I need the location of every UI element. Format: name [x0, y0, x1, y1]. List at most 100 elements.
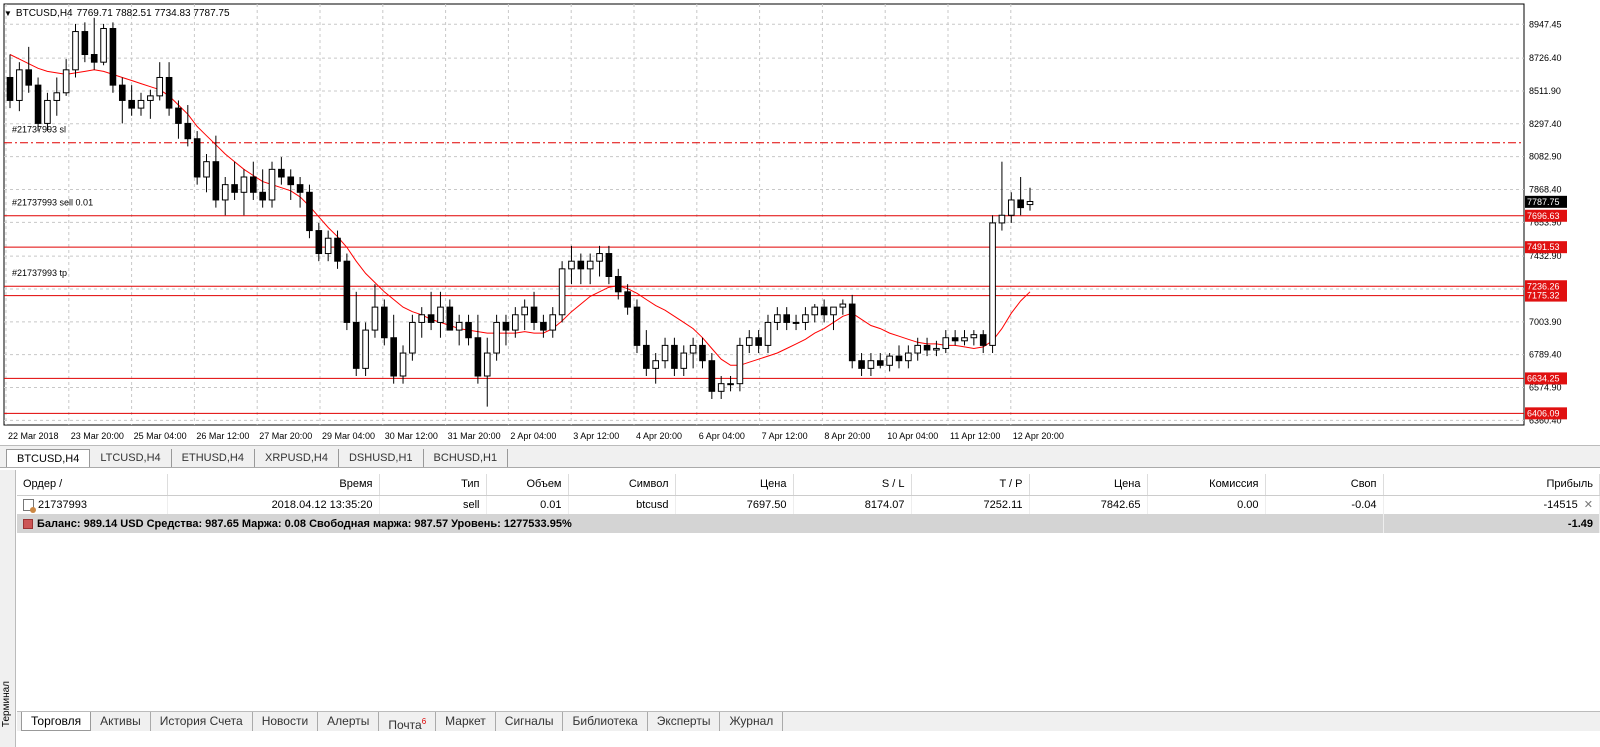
chart-tab-btcusd-h4[interactable]: BTCUSD,H4	[6, 449, 91, 467]
level-price-tag	[1525, 289, 1567, 302]
candle-body	[979, 334, 987, 346]
price-tick-label: 8726.40	[1529, 53, 1562, 63]
time-tick-label: 10 Apr 04:00	[887, 431, 938, 441]
time-tick-label: 2 Apr 04:00	[510, 431, 556, 441]
candle-body	[203, 161, 210, 178]
candle-body	[381, 306, 388, 339]
terminal-side-handle[interactable]: Терминал	[0, 470, 16, 747]
price-tick-label: 6360.40	[1529, 415, 1562, 425]
order-type: sell	[379, 495, 487, 514]
level-price-tag	[1525, 407, 1567, 420]
col-volume[interactable]: Объем	[486, 474, 569, 496]
candle-body	[970, 334, 978, 339]
price-chart[interactable]: 8947.45 8726.40 8511.90 8297.40 8082.90 7868.…	[0, 0, 1600, 446]
terminal-tab-7[interactable]: Сигналы	[496, 712, 564, 731]
balance-row: Баланс: 989.14 USD Средства: 987.65 Марж…	[17, 514, 1600, 533]
price-tick-label: 7653.90	[1529, 217, 1562, 227]
candle-body	[483, 352, 491, 377]
candle-body	[783, 314, 791, 323]
terminal-tab-9[interactable]: Эксперты	[648, 712, 721, 731]
chart-tab-xrpusd-h4[interactable]: XRPUSD,H4	[255, 449, 339, 467]
chart-menu-icon[interactable]: ▼	[4, 9, 12, 18]
candle-body	[549, 314, 557, 331]
candle-body	[736, 344, 744, 385]
col-sl[interactable]: S / L	[793, 474, 912, 496]
price-tick-label: 6789.40	[1529, 350, 1562, 360]
time-tick-label: 26 Mar 12:00	[196, 431, 249, 441]
terminal-tab-3[interactable]: Новости	[253, 712, 319, 731]
time-tick-label: 3 Apr 12:00	[573, 431, 619, 441]
col-order[interactable]: Ордер /	[17, 474, 168, 496]
terminal-tab-5[interactable]: Почта6	[379, 712, 437, 732]
chart-header: ▼ BTCUSD,H4 7769.71 7882.51 7734.83 7787…	[4, 8, 230, 19]
chart-tab-dshusd-h1[interactable]: DSHUSD,H1	[339, 449, 424, 467]
terminal-tab-1[interactable]: Активы	[91, 712, 151, 731]
col-swap[interactable]: Своп	[1265, 474, 1384, 496]
candle-body	[652, 360, 659, 369]
terminal-tab-4[interactable]: Алерты	[318, 712, 380, 731]
candle-body	[998, 214, 1006, 224]
time-tick-label: 31 Mar 20:00	[448, 431, 501, 441]
time-tick-label: 29 Mar 04:00	[322, 431, 375, 441]
candle-body	[259, 191, 266, 201]
candle-body	[586, 260, 594, 270]
candle-body	[624, 291, 631, 308]
level-price-label: 6634.25	[1527, 373, 1560, 383]
candle-body	[820, 306, 828, 316]
chart-tab-bchusd-h1[interactable]: BCHUSD,H1	[424, 449, 509, 467]
time-tick-label: 11 Apr 12:00	[950, 431, 1000, 441]
candle-body	[848, 303, 856, 362]
level-price-label: 7491.53	[1527, 242, 1560, 252]
candle-body	[53, 92, 61, 101]
candle-body	[933, 347, 940, 351]
col-symbol[interactable]: Символ	[568, 474, 676, 496]
trade-table: Ордер / Время Тип Объем Символ Цена S / …	[17, 474, 1600, 533]
candle-body	[1007, 199, 1015, 216]
price-tick-label: 8082.90	[1529, 152, 1562, 162]
terminal-tab-8[interactable]: Библиотека	[563, 712, 648, 731]
candle-body	[193, 138, 201, 178]
candle-body	[25, 69, 33, 86]
terminal-tab-2[interactable]: История Счета	[151, 712, 253, 731]
candle-body	[465, 321, 472, 339]
col-price[interactable]: Цена	[675, 474, 794, 496]
candle-body	[409, 321, 416, 354]
chart-tab-ltcusd-h4[interactable]: LTCUSD,H4	[90, 449, 172, 467]
close-order-icon[interactable]: ✕	[1583, 499, 1593, 512]
candle-body	[175, 107, 182, 124]
price-tick-label: 7003.90	[1529, 317, 1562, 327]
candle-body	[100, 27, 107, 63]
chart-canvas[interactable]: 8947.45 8726.40 8511.90 8297.40 8082.90 7868.…	[0, 0, 1600, 446]
candle-body	[886, 355, 893, 366]
candle-body	[184, 122, 192, 140]
col-type[interactable]: Тип	[379, 474, 487, 496]
time-tick-label: 7 Apr 12:00	[762, 431, 808, 441]
candle-body	[240, 176, 248, 193]
terminal-tab-0[interactable]: Торговля	[21, 712, 92, 731]
candle-body	[689, 344, 697, 354]
table-row[interactable]: 21737993 2018.04.12 13:35:20 sell 0.01 b…	[17, 495, 1600, 514]
candle-body	[128, 99, 135, 109]
candle-body	[764, 321, 772, 346]
level-price-tag	[1525, 241, 1567, 254]
col-current-price[interactable]: Цена	[1029, 474, 1148, 496]
candle-body	[923, 344, 931, 351]
price-tick-label: 6574.90	[1529, 383, 1562, 393]
candle-body	[446, 306, 454, 331]
terminal-tab-6[interactable]: Маркет	[436, 712, 496, 731]
col-time[interactable]: Время	[167, 474, 380, 496]
terminal-tab-10[interactable]: Журнал	[720, 712, 784, 731]
time-tick-label: 30 Mar 12:00	[385, 431, 438, 441]
candle-body	[455, 321, 463, 331]
col-commission[interactable]: Комиссия	[1147, 474, 1266, 496]
candle-body	[16, 69, 23, 101]
time-tick-label: 27 Mar 20:00	[259, 431, 312, 441]
candle-body	[427, 314, 435, 323]
candle-body	[699, 344, 706, 362]
chart-tab-ethusd-h4[interactable]: ETHUSD,H4	[172, 449, 255, 467]
col-tp[interactable]: T / P	[911, 474, 1030, 496]
candle-body	[493, 321, 500, 354]
price-tick-label: 8297.40	[1529, 119, 1562, 129]
col-profit[interactable]: Прибыль	[1383, 474, 1600, 496]
candle-body	[371, 306, 379, 331]
